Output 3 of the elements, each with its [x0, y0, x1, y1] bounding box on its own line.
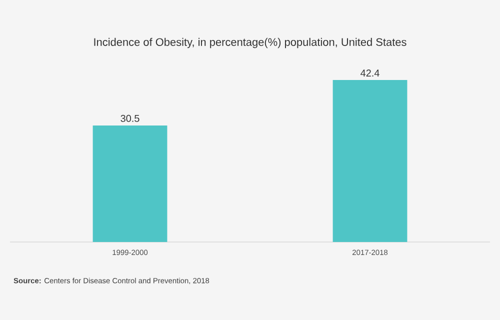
data-label: 30.5 [120, 114, 140, 122]
chart-title: Incidence of Obesity, in percentage(%) population, United States [94, 38, 406, 48]
data-label: 42.4 [360, 69, 380, 76]
